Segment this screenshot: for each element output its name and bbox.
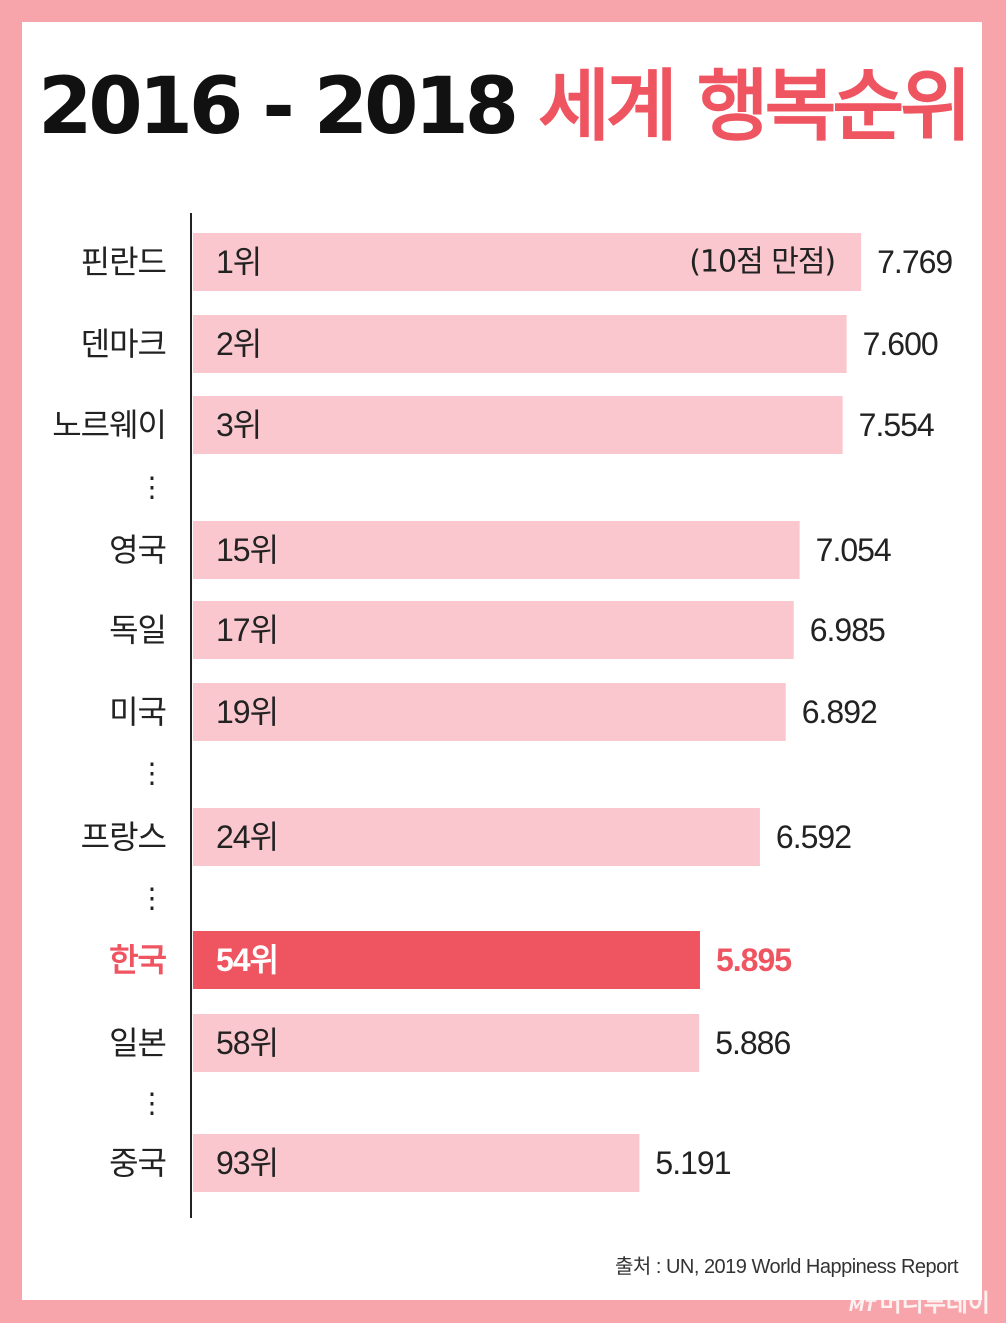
category-label: 중국 [109,1144,166,1182]
chart-title: 2016 - 2018 세계 행복순위 [0,68,1006,146]
category-label: 덴마크 [81,325,166,363]
bar [193,683,786,741]
bar [193,521,800,579]
bar [193,233,862,291]
rank-label: 24위 [216,819,278,855]
value-label: 5.895 [716,942,791,978]
rank-label: 17위 [216,612,278,648]
title-years: 2016 - 2018 [38,62,519,152]
category-label: 일본 [109,1024,166,1062]
scale-note: (10점 만점) [689,245,835,280]
rank-label: 15위 [216,532,278,568]
bar [193,1134,640,1192]
value-label: 5.191 [655,1145,730,1181]
value-label: 7.600 [863,326,938,362]
value-label: 5.886 [715,1025,790,1061]
category-label: 프랑스 [81,818,166,856]
bar [193,396,843,454]
bar [193,601,794,659]
value-label: 6.892 [802,694,877,730]
bar-highlight [193,931,700,989]
rank-label: 1위 [216,244,261,280]
category-label: 노르웨이 [52,406,166,444]
category-label: 미국 [109,693,166,731]
value-label: 7.054 [816,532,891,568]
value-label: 6.985 [810,612,885,648]
source-note: 출처 : UN, 2019 World Happiness Report [614,1256,959,1278]
category-label: 영국 [109,531,166,569]
bar [193,315,847,373]
value-label: 7.769 [877,244,952,280]
title-subject: 세계 행복순위 [538,62,972,152]
category-label: 한국 [109,941,166,979]
bar [193,808,760,866]
rank-label: 54위 [216,942,278,978]
category-label: 독일 [109,611,166,649]
rank-label: 93위 [216,1145,278,1181]
gap-marker: ⋮ [138,1087,166,1120]
rank-label: 2위 [216,326,261,362]
category-label: 핀란드 [81,243,166,281]
watermark-brand-mark: MT [848,1296,876,1315]
value-label: 6.592 [776,819,851,855]
rank-label: 58위 [216,1025,278,1061]
gap-marker: ⋮ [138,757,166,790]
watermark-text: 머니투데이 [879,1289,990,1317]
chart-marks: 핀란드 1위 7.769 (10점 만점) 덴마크 2위 7.600 노르웨이 3위 7.554 영… [52,233,953,1192]
gap-marker: ⋮ [138,471,166,504]
watermark-logo: MT 머니투데이 [849,1283,990,1318]
bar [193,1014,700,1072]
gap-marker: ⋮ [138,882,166,915]
rank-label: 3위 [216,407,261,443]
value-label: 7.554 [859,407,934,443]
rank-label: 19위 [216,694,278,730]
